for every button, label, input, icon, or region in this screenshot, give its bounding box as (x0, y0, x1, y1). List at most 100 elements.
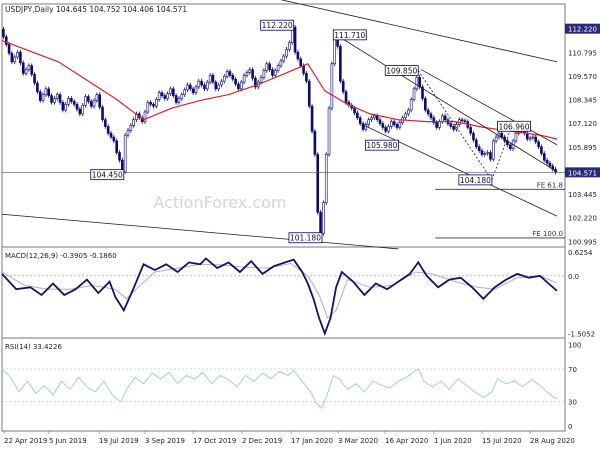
candle-body (528, 137, 532, 140)
candle-body (474, 139, 478, 148)
candle-body (514, 132, 518, 142)
candle-body (316, 154, 320, 213)
candle-body (486, 152, 489, 154)
candle-body (409, 99, 413, 111)
candle-body (449, 123, 453, 127)
candle-body (472, 132, 475, 141)
watermark: ActionForex.com (153, 193, 286, 212)
candle-body (534, 136, 538, 143)
candle-body (205, 81, 209, 90)
candle-body (152, 103, 155, 107)
candle-body (104, 119, 107, 127)
candle-body (211, 75, 215, 83)
price-level-label-box (90, 169, 125, 181)
candle-body (537, 141, 540, 148)
candle-body (324, 154, 328, 203)
candle-body (296, 51, 300, 60)
candle-body (109, 132, 113, 138)
candle-body (208, 75, 212, 83)
candle-body (254, 77, 257, 88)
price-y-tick-label: 102.220 (568, 215, 597, 223)
price-level-label-box (458, 174, 493, 186)
candle-body (299, 58, 303, 67)
last-price-tag-text: 104.571 (568, 169, 597, 177)
candle-body (248, 69, 252, 73)
price-level-label: 112.220 (262, 21, 293, 30)
candle-body (222, 76, 226, 82)
candle-body (197, 80, 201, 88)
candle-body (443, 115, 447, 121)
candle-body (149, 102, 152, 105)
rsi-y-tick-label: 70 (568, 366, 577, 374)
candle-body (231, 75, 235, 80)
candle-body (58, 94, 62, 103)
candle-body (203, 84, 206, 90)
macd-y-tick-label: 0.6254 (568, 249, 593, 257)
price-y-tick-label: 110.795 (568, 49, 597, 57)
candle-body (225, 71, 229, 77)
price-level-label-box (384, 65, 419, 76)
candle-body (98, 94, 101, 108)
candle-body (237, 83, 240, 90)
macd-y-tick-label: -1.5052 (568, 331, 595, 339)
candle-body (81, 104, 85, 115)
candle-body (545, 159, 549, 164)
candle-body (477, 146, 481, 151)
candle-body (305, 73, 308, 82)
candle-body (44, 88, 48, 95)
candle-body (55, 94, 59, 99)
x-tick-label: 3 Mar 2020 (338, 437, 378, 445)
candle-body (424, 98, 427, 111)
candle-body (293, 26, 297, 53)
candle-body (36, 82, 39, 93)
candle-body (415, 76, 419, 90)
x-tick-label: 16 Apr 2020 (385, 437, 428, 445)
top-price-tag (565, 23, 600, 34)
candle-body (483, 153, 487, 155)
candle-body (491, 140, 495, 160)
x-tick-label: 2 Dec 2019 (242, 437, 282, 445)
candle-body (460, 119, 464, 121)
candle-body (310, 105, 314, 132)
candle-body (432, 117, 436, 123)
price-level-label-box (365, 139, 399, 151)
candle-body (87, 96, 90, 102)
macd-signal-line (1, 262, 558, 319)
price-level-label: 104.450 (92, 171, 123, 180)
x-tick-label: 5 Jun 2019 (49, 437, 87, 445)
candle-body (489, 152, 492, 160)
candle-body (143, 111, 147, 122)
candle-body (361, 123, 365, 130)
candle-body (251, 69, 254, 79)
price-level-label: 106.960 (499, 122, 530, 131)
candle-body (378, 119, 382, 124)
price-y-tick-label: 100.995 (568, 238, 597, 246)
x-tick-label: 19 Jul 2019 (99, 437, 139, 445)
candle-body (38, 91, 42, 101)
price-level-label-box (497, 120, 531, 132)
candle-body (189, 84, 192, 90)
candle-body (33, 74, 36, 84)
price-level-label-box (332, 29, 367, 41)
x-tick-label: 1 Jun 2020 (434, 437, 472, 445)
candle-body (262, 70, 266, 78)
candle-body (118, 152, 121, 161)
x-tick-label: 22 Apr 2019 (4, 437, 47, 445)
candle-body (421, 86, 424, 99)
candle-body (407, 109, 410, 115)
rsi-y-tick-label: 0 (568, 423, 572, 431)
candle-body (375, 115, 379, 121)
candle-body (220, 80, 223, 86)
candle-body (341, 80, 345, 93)
candle-body (384, 127, 387, 132)
candle-body (95, 94, 99, 101)
candle-body (61, 102, 65, 111)
candle-body (183, 89, 186, 95)
candle-body (19, 51, 22, 64)
candle-body (302, 65, 305, 74)
candle-body (21, 62, 25, 74)
candle-body (344, 91, 348, 103)
candle-body (395, 124, 399, 128)
candle-body (160, 92, 164, 96)
candle-body (435, 122, 438, 128)
